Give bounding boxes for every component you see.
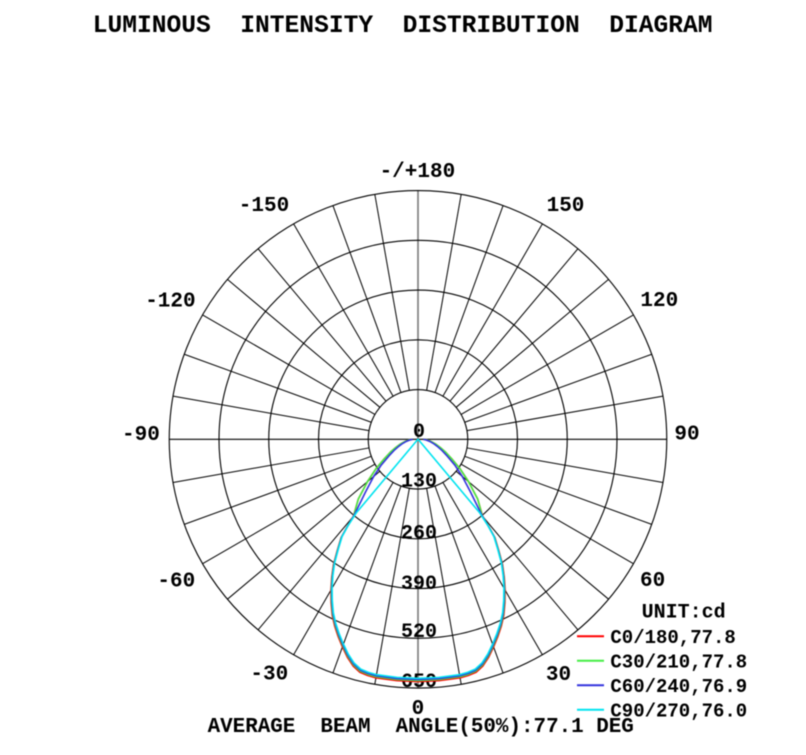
svg-text:0: 0 [412, 698, 425, 721]
svg-text:-60: -60 [157, 570, 195, 593]
svg-text:120: 120 [640, 290, 678, 313]
svg-text:C90/270,76.0: C90/270,76.0 [610, 700, 747, 722]
svg-text:C0/180,77.8: C0/180,77.8 [610, 627, 735, 649]
svg-text:LUMINOUS INTENSITY DISTRIBUT: LUMINOUS INTENSITY DISTRIBUTION DIAGRAM [93, 13, 713, 40]
svg-text:-30: -30 [250, 663, 288, 686]
svg-text:260: 260 [401, 523, 437, 546]
svg-text:0: 0 [413, 421, 425, 444]
svg-text:C30/210,77.8: C30/210,77.8 [610, 651, 747, 673]
svg-text:-/+180: -/+180 [380, 161, 456, 184]
svg-text:390: 390 [401, 573, 437, 596]
svg-text:UNIT:cd: UNIT:cd [642, 602, 726, 625]
svg-text:90: 90 [674, 423, 699, 446]
svg-text:130: 130 [401, 470, 437, 493]
svg-text:C60/240,76.9: C60/240,76.9 [610, 676, 747, 698]
svg-text:650: 650 [401, 671, 437, 694]
svg-text:AVERAGE BEAM ANGLE(50%):77.1: AVERAGE BEAM ANGLE(50%):77.1 DEG [208, 716, 634, 739]
svg-text:150: 150 [547, 195, 585, 218]
svg-text:520: 520 [401, 621, 437, 644]
svg-text:-150: -150 [239, 195, 289, 218]
svg-text:-120: -120 [145, 291, 195, 314]
svg-text:30: 30 [546, 664, 571, 687]
svg-text:60: 60 [640, 570, 665, 593]
svg-text:-90: -90 [122, 424, 160, 447]
